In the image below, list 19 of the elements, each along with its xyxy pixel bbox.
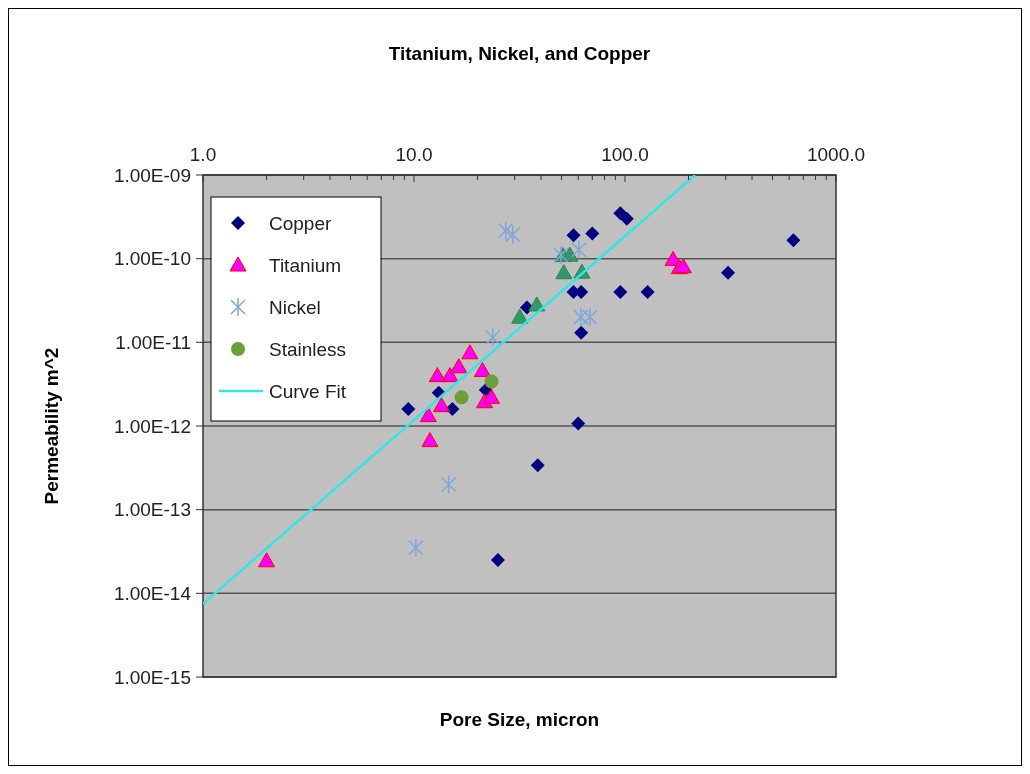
y-tick-label: 1.00E-11 [115, 331, 191, 353]
y-tick-label: 1.00E-12 [113, 415, 191, 437]
legend-label: Curve Fit [269, 380, 347, 402]
x-tick-label: 100.0 [601, 144, 649, 165]
x-axis-title: Pore Size, micron [439, 709, 600, 730]
x-tick-label: 1.0 [189, 144, 217, 165]
legend-label: Stainless [269, 338, 347, 360]
x-tick-label: 10.0 [395, 144, 433, 165]
y-tick-label: 1.00E-14 [113, 582, 192, 604]
y-tick-label: 1.00E-13 [113, 499, 191, 521]
y-axis-title: Permeability m^2 [41, 347, 62, 505]
x-tick-label: 1000.0 [806, 144, 866, 165]
y-tick-label: 1.00E-09 [113, 164, 191, 186]
legend-label: Copper [269, 212, 332, 234]
chart-title: Titanium, Nickel, and Copper [388, 43, 651, 64]
legend-label: Titanium [269, 254, 342, 276]
y-tick-label: 1.00E-15 [113, 666, 191, 688]
y-tick-label: 1.00E-10 [113, 248, 191, 270]
legend-label: Nickel [269, 296, 321, 318]
